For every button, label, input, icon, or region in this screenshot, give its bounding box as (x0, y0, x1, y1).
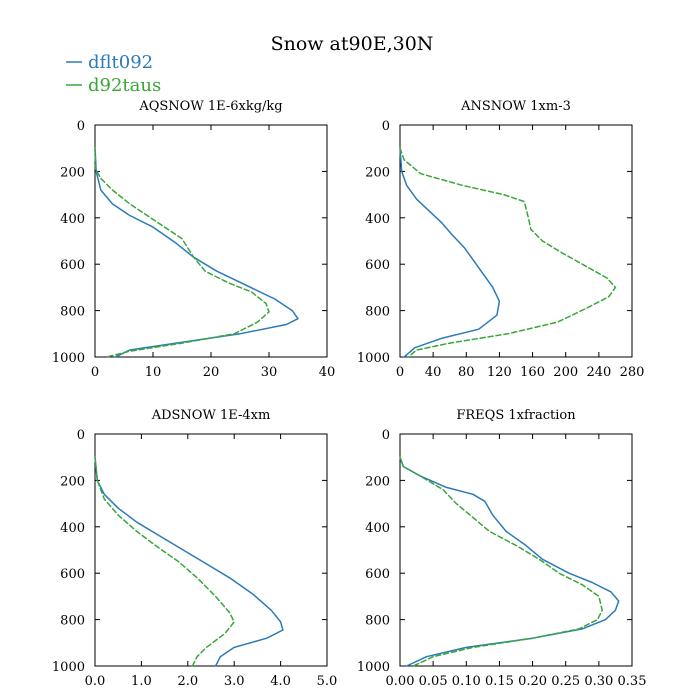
x-tick-label-adsnow: 0.0 (85, 674, 106, 689)
panel-freqs: FREQS 1xfraction 0.00 0.05 0.10 0.15 0.20 0.25… (357, 408, 647, 689)
x-tick-label-adsnow: 2.0 (177, 674, 198, 689)
y-tick-label-ansnow: 0 (382, 119, 390, 134)
x-tick-label-aqsnow: 20 (203, 365, 220, 380)
series-line-d92taus-ansnow (399, 147, 617, 358)
y-tick-label-ansnow: 600 (365, 258, 390, 273)
x-tick-label-adsnow: 1.0 (131, 674, 152, 689)
x-tick-label-freqs: 0.25 (551, 674, 580, 689)
x-tick-label-aqsnow: 0 (91, 365, 99, 380)
panel-title-adsnow: ADSNOW 1E-4xm (151, 408, 271, 423)
plot-frame-freqs (399, 433, 633, 667)
y-tick-label-aqsnow: 200 (60, 165, 85, 180)
series-line-d92taus-adsnow (94, 456, 235, 667)
legend: dflt092 d92taus (66, 52, 161, 96)
y-tick-label-adsnow: 600 (60, 567, 85, 582)
x-tick-label-ansnow: 80 (458, 365, 475, 380)
y-tick-label-freqs: 600 (365, 567, 390, 582)
panel-title-ansnow: ANSNOW 1xm-3 (460, 99, 571, 114)
y-tick-label-adsnow: 800 (60, 614, 85, 629)
series-line-dflt092-aqsnow (94, 147, 299, 358)
x-tick-label-freqs: 0.35 (618, 674, 647, 689)
y-tick-label-ansnow: 800 (365, 305, 390, 320)
y-tick-label-ansnow: 1000 (357, 351, 390, 366)
x-tick-label-ansnow: 0 (396, 365, 404, 380)
series-line-dflt092-adsnow (94, 456, 284, 667)
panel-title-freqs: FREQS 1xfraction (456, 408, 576, 423)
x-tick-label-ansnow: 240 (586, 365, 611, 380)
x-tick-label-freqs: 0.05 (419, 674, 448, 689)
x-tick-label-aqsnow: 10 (145, 365, 162, 380)
x-tick-label-ansnow: 40 (425, 365, 442, 380)
y-tick-label-aqsnow: 600 (60, 258, 85, 273)
legend-label-d92taus: d92taus (88, 75, 161, 96)
x-tick-label-aqsnow: 40 (319, 365, 336, 380)
series-line-d92taus-freqs (399, 456, 603, 667)
y-tick-label-adsnow: 400 (60, 521, 85, 536)
y-tick-label-aqsnow: 800 (60, 305, 85, 320)
y-tick-label-aqsnow: 1000 (52, 351, 85, 366)
y-tick-label-ansnow: 400 (365, 212, 390, 227)
series-line-d92taus-aqsnow (94, 147, 270, 358)
x-tick-label-aqsnow: 30 (261, 365, 278, 380)
x-tick-label-freqs: 0.10 (452, 674, 481, 689)
x-tick-label-freqs: 0.15 (485, 674, 514, 689)
panel-aqsnow: AQSNOW 1E-6xkg/kg0 10 20 30 4002004006008001… (52, 99, 335, 380)
y-tick-label-aqsnow: 400 (60, 212, 85, 227)
y-tick-label-freqs: 200 (365, 474, 390, 489)
x-tick-label-ansnow: 200 (553, 365, 578, 380)
legend-label-dflt092: dflt092 (88, 52, 153, 73)
y-tick-label-aqsnow: 0 (77, 119, 85, 134)
plot-frame-ansnow (399, 124, 633, 358)
x-tick-label-freqs: 0.00 (386, 674, 415, 689)
y-tick-label-freqs: 800 (365, 614, 390, 629)
y-tick-label-freqs: 400 (365, 521, 390, 536)
x-tick-label-adsnow: 3.0 (224, 674, 245, 689)
panel-title-aqsnow: AQSNOW 1E-6xkg/kg (138, 99, 282, 114)
y-tick-label-ansnow: 200 (365, 165, 390, 180)
y-tick-label-freqs: 1000 (357, 660, 390, 675)
x-tick-label-ansnow: 160 (520, 365, 545, 380)
series-line-dflt092-ansnow (399, 147, 501, 358)
plot-frame-adsnow (94, 433, 328, 667)
x-tick-label-ansnow: 120 (487, 365, 512, 380)
y-tick-label-adsnow: 1000 (52, 660, 85, 675)
x-tick-label-freqs: 0.30 (584, 674, 613, 689)
y-tick-label-adsnow: 0 (77, 428, 85, 443)
figure-title: Snow at90E,30N (271, 33, 434, 55)
x-tick-label-adsnow: 4.0 (270, 674, 291, 689)
x-tick-label-adsnow: 5.0 (317, 674, 338, 689)
y-tick-label-adsnow: 200 (60, 474, 85, 489)
panels: AQSNOW 1E-6xkg/kg0 10 20 30 4002004006008001… (52, 99, 647, 689)
x-tick-label-ansnow: 280 (620, 365, 645, 380)
x-tick-label-freqs: 0.20 (518, 674, 547, 689)
y-tick-label-freqs: 0 (382, 428, 390, 443)
panel-ansnow: ANSNOW 1xm-3 0 40 80 120 160 200 240 280 0 200 400 6… (357, 99, 645, 380)
series-line-dflt092-freqs (399, 456, 620, 667)
panel-adsnow: ADSNOW 1E-4xm 0.0 1.0 2.0 3.0 4.0 5.0 0 200 400 60… (52, 408, 337, 689)
